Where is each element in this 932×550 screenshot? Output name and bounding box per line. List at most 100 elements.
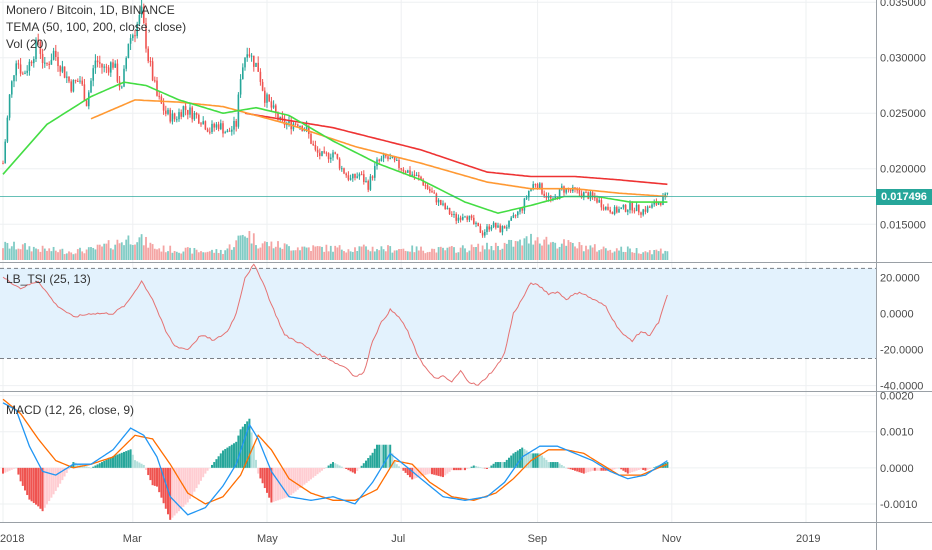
volume-bar xyxy=(624,252,627,260)
volume-bar xyxy=(470,244,473,260)
volume-bar xyxy=(483,249,486,260)
macd-hist-bar xyxy=(164,467,167,509)
volume-bar xyxy=(270,241,273,260)
candle-body xyxy=(22,73,24,75)
volume-bar xyxy=(593,244,596,260)
macd-hist-bar xyxy=(299,467,301,489)
volume-bar xyxy=(24,243,26,260)
candle xyxy=(264,87,266,107)
candle-body xyxy=(15,63,17,76)
candle xyxy=(477,222,479,227)
candle xyxy=(187,109,189,120)
volume-bar xyxy=(310,250,312,260)
candle xyxy=(367,179,369,193)
volume-bar xyxy=(545,236,548,260)
candle xyxy=(55,44,57,61)
candle-body xyxy=(226,130,229,133)
candle-body xyxy=(140,6,143,15)
volume-bar xyxy=(560,243,563,260)
candle xyxy=(319,148,321,160)
macd-hist-bar xyxy=(206,467,209,471)
macd-hist-bar xyxy=(644,467,647,471)
candle-body xyxy=(224,132,226,134)
candle-body xyxy=(389,157,391,160)
candle-body xyxy=(85,100,88,107)
macd-hist-bar xyxy=(244,424,246,468)
volume-bar xyxy=(283,243,286,260)
candle xyxy=(253,55,255,72)
candle-body xyxy=(173,113,176,120)
candle xyxy=(114,60,116,68)
candle-body xyxy=(448,207,451,215)
macd-hist-bar xyxy=(2,467,4,474)
volume-bar xyxy=(516,241,519,260)
candle-body xyxy=(437,200,440,203)
candle xyxy=(369,173,372,191)
macd-hist-bar xyxy=(8,467,11,471)
candle-body xyxy=(30,61,33,64)
candle-body xyxy=(609,209,611,213)
candle-body xyxy=(160,96,163,104)
candle-body xyxy=(57,56,59,67)
candle-body xyxy=(655,202,658,205)
candle-body xyxy=(213,123,215,128)
tsi-axis-label: -20.0000 xyxy=(880,345,923,357)
macd-hist-bar xyxy=(415,467,418,478)
candle xyxy=(646,205,649,214)
candle-body xyxy=(358,174,361,177)
candle-body xyxy=(536,184,539,190)
macd-hist-bar xyxy=(160,467,163,498)
macd-hist-bar xyxy=(39,467,42,509)
macd-hist-bar xyxy=(52,467,55,495)
candle-body xyxy=(510,217,512,221)
macd-hist-bar xyxy=(125,451,128,468)
volume-bar xyxy=(70,252,73,260)
macd-hist-bar xyxy=(455,467,458,471)
volume-bar xyxy=(631,252,634,260)
macd-hist-bar xyxy=(224,449,227,468)
macd-hist-bar xyxy=(235,441,238,468)
candle xyxy=(618,206,620,213)
candle-body xyxy=(24,72,26,74)
candle-body xyxy=(154,80,156,82)
macd-hist-bar xyxy=(607,467,609,471)
candle-body xyxy=(602,207,605,210)
candle-body xyxy=(319,152,321,156)
macd-hist-bar xyxy=(483,467,486,469)
time-axis-label: Mar xyxy=(123,533,142,545)
macd-hist-bar xyxy=(334,463,337,468)
macd-hist-bar xyxy=(184,467,187,505)
volume-bar xyxy=(662,253,664,260)
macd-hist-bar xyxy=(17,467,20,475)
macd-hist-bar xyxy=(373,448,376,468)
candle-body xyxy=(508,220,510,228)
candle xyxy=(160,94,163,104)
macd-hist-bar xyxy=(347,467,350,471)
macd-hist-bar xyxy=(63,467,66,477)
candle xyxy=(580,190,583,199)
volume-bar xyxy=(160,251,163,260)
candle-body xyxy=(418,175,420,177)
candle-body xyxy=(88,92,90,107)
volume-bar xyxy=(4,241,7,260)
volume-bars xyxy=(2,231,669,260)
candle-body xyxy=(283,118,286,126)
volume-bar xyxy=(92,247,95,260)
candle xyxy=(624,204,627,213)
macd-hist-bar xyxy=(501,462,504,468)
volume-bar xyxy=(598,250,601,260)
macd-hist-bar xyxy=(46,467,48,505)
macd-hist-bar xyxy=(578,467,581,473)
volume-bar xyxy=(640,253,642,260)
candle-body xyxy=(19,64,22,74)
macd-axis-label: 0.0020 xyxy=(880,391,914,403)
macd-hist-bar xyxy=(624,467,627,473)
candle xyxy=(233,116,235,135)
candle xyxy=(2,160,4,165)
candle xyxy=(140,0,143,18)
candle xyxy=(48,61,50,70)
candle xyxy=(525,195,528,200)
volume-bar xyxy=(116,239,119,260)
candle-body xyxy=(369,176,372,190)
